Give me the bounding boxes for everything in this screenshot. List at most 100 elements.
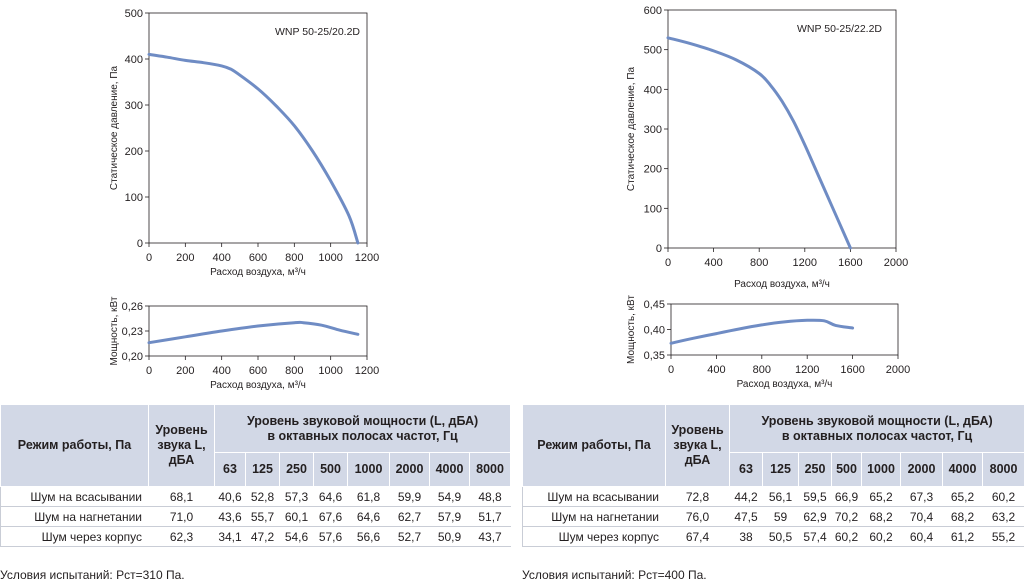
value-cell: 66,9 <box>831 486 862 507</box>
y-tick-label: 500 <box>644 45 662 57</box>
x-tick-label: 2000 <box>886 364 910 376</box>
x-tick-label: 800 <box>285 252 303 264</box>
value-cell: 56,6 <box>347 526 390 547</box>
value-cell: 59 <box>762 506 799 527</box>
value-cell: 51,7 <box>468 506 512 527</box>
x-axis-label: Расход воздуха, м³/ч <box>210 267 306 278</box>
y-tick-label: 200 <box>125 146 143 158</box>
mode-cell: Шум через корпус <box>522 526 666 547</box>
value-cell: 64,6 <box>313 486 348 507</box>
x-tick-label: 200 <box>176 365 194 377</box>
sound-power-header-line1: Уровень звуковой мощности (L, дБА) <box>246 413 479 428</box>
freq-header: 4000 <box>942 452 983 487</box>
value-cell: 65,2 <box>861 486 901 507</box>
y-axis-label: Мощность, кВт <box>626 295 637 364</box>
test-conditions-right: Условия испытаний: Рст=400 Па. <box>522 568 707 582</box>
value-cell: 57,6 <box>313 526 348 547</box>
sound-power-header-line2: в октавных полосах частот, Гц <box>781 428 973 443</box>
freq-header: 8000 <box>468 452 512 487</box>
freq-header: 125 <box>762 452 799 487</box>
x-tick-label: 400 <box>704 257 722 269</box>
value-cell: 60,4 <box>900 526 943 547</box>
value-cell: 59,5 <box>798 486 832 507</box>
value-cell: 44,2 <box>729 486 763 507</box>
x-tick-label: 1600 <box>838 257 862 269</box>
plot-frame <box>670 303 899 356</box>
x-tick-label: 1200 <box>795 364 819 376</box>
sound-power-header: Уровень звуковой мощности (L, дБА) в окт… <box>728 404 1024 453</box>
x-tick-label: 1600 <box>840 364 864 376</box>
level-cell: 68,1 <box>148 486 215 507</box>
sound-level-header: Уровень звука L, дБА <box>665 404 730 487</box>
x-tick-label: 800 <box>753 364 771 376</box>
x-tick-label: 0 <box>668 364 674 376</box>
x-axis-label: Расход воздуха, м³/ч <box>210 380 306 391</box>
value-cell: 50,5 <box>762 526 799 547</box>
value-cell: 40,6 <box>214 486 246 507</box>
table-row: Шум через корпус 67,4 38 50,5 57,4 60,2 … <box>522 526 1024 547</box>
table-row: Шум на всасывании 72,8 44,2 56,1 59,5 66… <box>522 486 1024 507</box>
freq-header: 8000 <box>981 452 1024 487</box>
level-cell: 76,0 <box>665 506 730 527</box>
value-cell: 47,5 <box>729 506 763 527</box>
pressure-chart-right: 0 400 800 1200 1600 2000 0 100 200 300 400 500 600 Ра… <box>626 5 908 290</box>
value-cell: 55,7 <box>245 506 280 527</box>
y-tick-label: 100 <box>125 192 143 204</box>
x-tick-label: 2000 <box>884 257 908 269</box>
value-cell: 47,2 <box>245 526 280 547</box>
table-row: Шум на нагнетании 71,0 43,6 55,7 60,1 67… <box>0 506 512 527</box>
sound-power-header-line1: Уровень звуковой мощности (L, дБА) <box>761 413 993 428</box>
test-conditions-left: Условия испытаний: Рст=310 Па. <box>0 568 185 582</box>
freq-header: 500 <box>313 452 348 487</box>
y-tick-label: 0,40 <box>644 325 665 337</box>
series-line <box>147 52 360 245</box>
x-tick-label: 200 <box>176 252 194 264</box>
x-tick-label: 0 <box>146 365 152 377</box>
noise-table-left: Режим работы, Па Уровень звука L, дБА Ур… <box>0 404 512 547</box>
sound-power-header: Уровень звуковой мощности (L, дБА) в окт… <box>213 404 512 453</box>
value-cell: 54,9 <box>429 486 470 507</box>
plot-frame <box>148 305 368 357</box>
y-tick-label: 0,35 <box>644 350 665 362</box>
x-axis-label: Расход воздуха, м³/ч <box>734 279 830 290</box>
x-tick-label: 1200 <box>355 252 379 264</box>
value-cell: 48,8 <box>468 486 512 507</box>
x-tick-label: 400 <box>212 252 230 264</box>
value-cell: 67,6 <box>313 506 348 527</box>
y-tick-label: 300 <box>644 124 662 136</box>
y-tick-label: 200 <box>644 164 662 176</box>
chart-title: WNP 50-25/20.2D <box>275 26 360 38</box>
y-tick-label: 400 <box>125 54 143 66</box>
x-tick-label: 400 <box>212 365 230 377</box>
x-tick-label: 600 <box>249 252 267 264</box>
freq-header: 500 <box>831 452 862 487</box>
value-cell: 38 <box>729 526 763 547</box>
y-tick-label: 400 <box>644 84 662 96</box>
value-cell: 67,3 <box>900 486 943 507</box>
mode-cell: Шум на нагнетании <box>522 506 666 527</box>
value-cell: 61,8 <box>347 486 390 507</box>
freq-header: 125 <box>245 452 280 487</box>
x-tick-label: 0 <box>146 252 152 264</box>
power-chart-right: 0 400 800 1200 1600 2000 0,35 0,40 0,45 Расход во… <box>626 295 910 390</box>
value-cell: 57,9 <box>429 506 470 527</box>
y-tick-label: 600 <box>644 5 662 17</box>
mode-cell: Шум на нагнетании <box>0 506 149 527</box>
freq-header: 63 <box>214 452 246 487</box>
value-cell: 43,7 <box>468 526 512 547</box>
mode-header: Режим работы, Па <box>522 404 666 487</box>
x-tick-label: 400 <box>707 364 725 376</box>
y-tick-label: 0 <box>137 238 143 250</box>
mode-header: Режим работы, Па <box>0 404 149 487</box>
value-cell: 62,9 <box>798 506 832 527</box>
freq-header: 250 <box>798 452 832 487</box>
y-tick-label: 0,45 <box>644 299 665 311</box>
value-cell: 68,2 <box>942 506 983 527</box>
x-tick-label: 1200 <box>355 365 379 377</box>
freq-header: 1000 <box>861 452 901 487</box>
x-tick-label: 0 <box>665 257 671 269</box>
y-tick-label: 0,26 <box>122 301 143 313</box>
value-cell: 60,2 <box>831 526 862 547</box>
value-cell: 55,2 <box>981 526 1024 547</box>
level-cell: 67,4 <box>665 526 730 547</box>
